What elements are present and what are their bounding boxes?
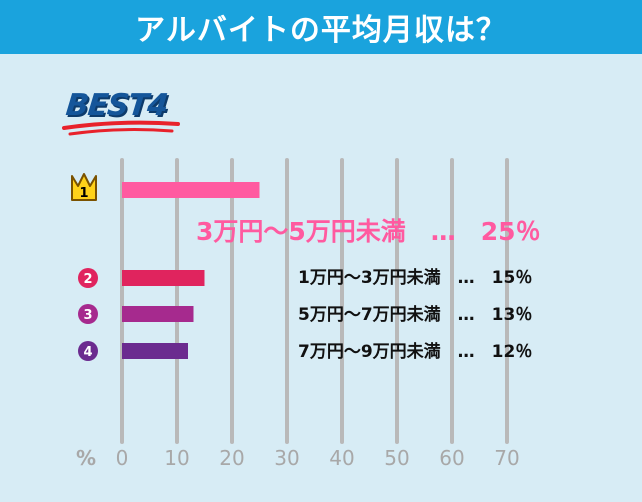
data-label-2: 1万円〜3万円未満 … 15％ (298, 267, 532, 288)
rank-4-badge-icon (78, 341, 98, 361)
axis-unit-label: % (76, 446, 96, 470)
rank-2-label: 2 (83, 272, 92, 287)
bar-1 (122, 182, 260, 198)
chart-panel (0, 54, 642, 502)
rank-1-label: 1 (79, 186, 88, 201)
best-underline (62, 120, 180, 136)
best-badge: BEST4 (60, 86, 190, 138)
x-tick-label: 20 (219, 446, 244, 470)
x-tick-label: 40 (329, 446, 354, 470)
bar-3 (122, 306, 194, 322)
header-bar: アルバイトの平均月収は？ (0, 0, 642, 54)
data-label-4: 7万円〜9万円未満 … 12％ (298, 341, 532, 362)
data-label-3: 5万円〜7万円未満 … 13％ (298, 304, 532, 325)
page-title: アルバイトの平均月収は？ (135, 13, 507, 48)
rank-2-badge-icon (78, 268, 98, 288)
x-tick-label: 50 (384, 446, 409, 470)
crown-icon (71, 173, 97, 201)
x-tick-label: 10 (164, 446, 189, 470)
data-label-1: 3万円〜5万円未満 … 25％ (196, 217, 541, 246)
x-tick-label: 30 (274, 446, 299, 470)
rank-3-label: 3 (83, 308, 92, 323)
rank-4-label: 4 (83, 345, 92, 360)
x-tick-label: 60 (439, 446, 464, 470)
x-tick-label: 70 (494, 446, 519, 470)
rank-3-badge-icon (78, 304, 98, 324)
x-tick-label: 0 (116, 446, 129, 470)
bar-4 (122, 343, 188, 359)
bar-2 (122, 270, 205, 286)
